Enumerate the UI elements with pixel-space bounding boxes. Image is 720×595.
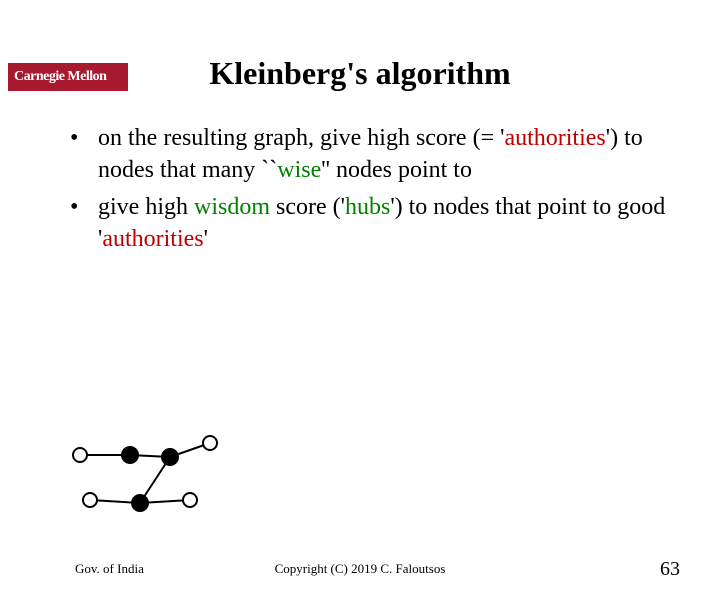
bullet-list: on the resulting graph, give high score … (70, 122, 680, 256)
footer-center: Copyright (C) 2019 C. Faloutsos (0, 561, 720, 577)
bullet-2: give high wisdom score ('hubs') to nodes… (70, 191, 680, 256)
graph-diagram (60, 425, 240, 525)
cmu-logo: Carnegie Mellon (8, 63, 128, 91)
slide-number: 63 (660, 558, 680, 581)
bullet-1: on the resulting graph, give high score … (70, 122, 680, 187)
